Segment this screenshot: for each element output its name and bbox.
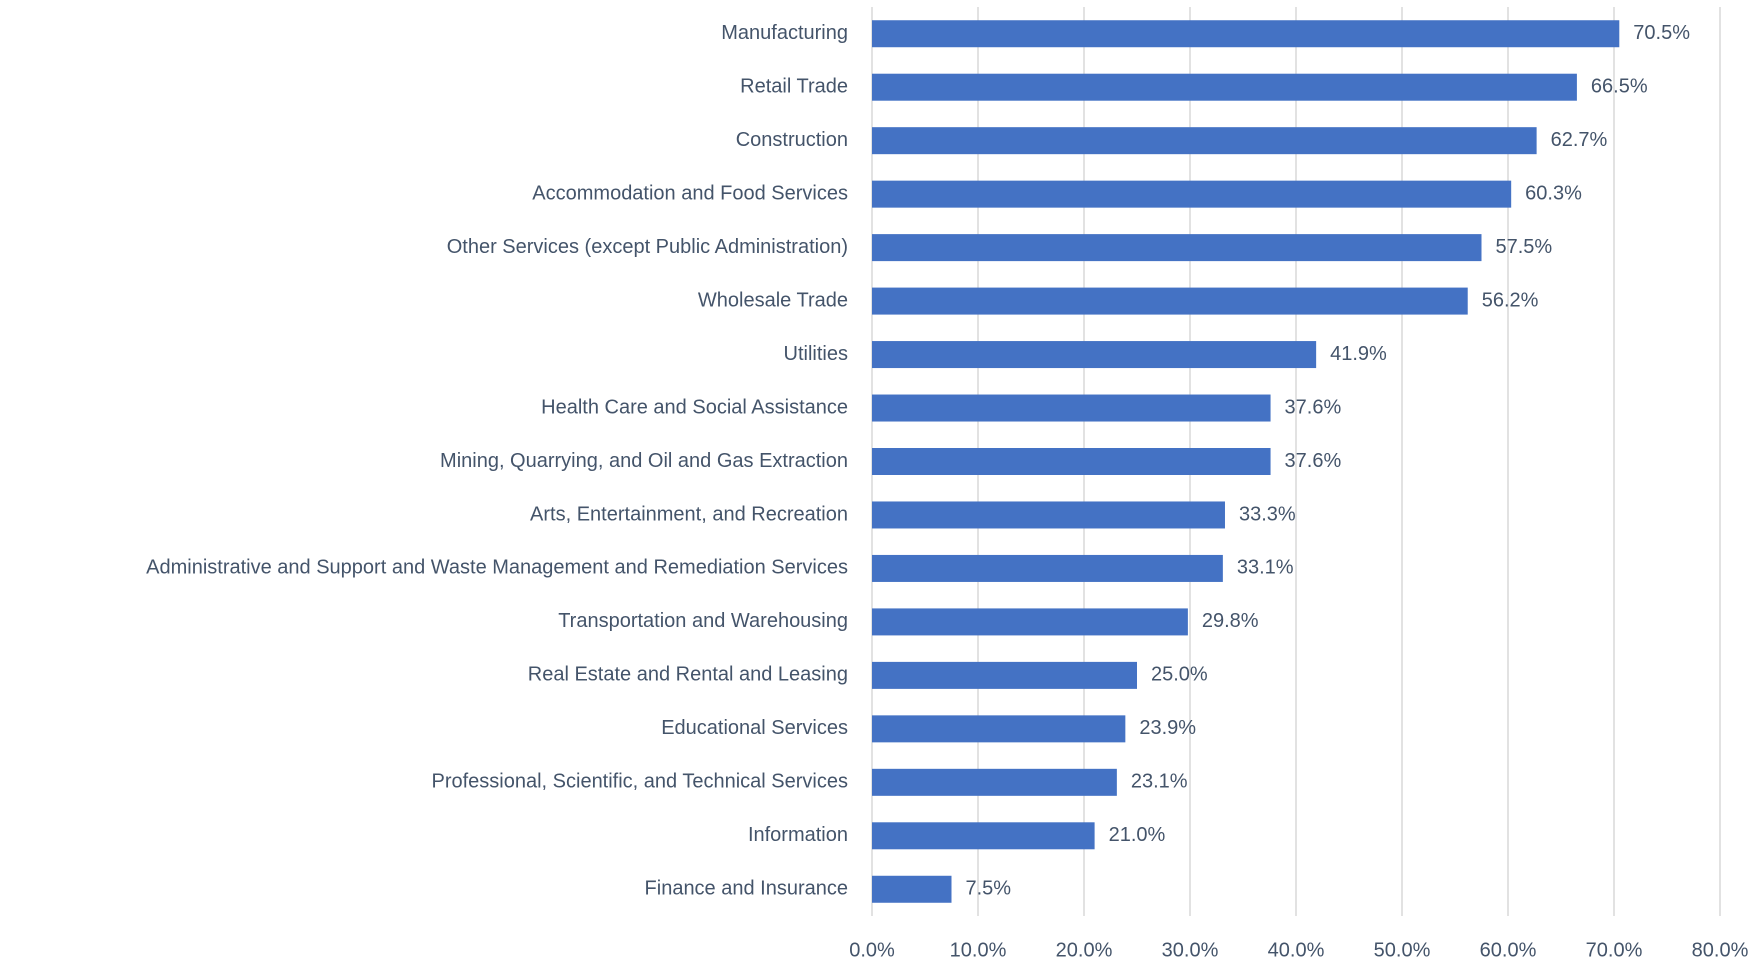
bar (872, 448, 1271, 475)
x-tick-label: 0.0% (849, 939, 895, 961)
data-label: 23.9% (1139, 717, 1196, 739)
y-tick-label: Transportation and Warehousing (558, 610, 848, 632)
data-label: 60.3% (1525, 182, 1582, 204)
data-label: 70.5% (1633, 22, 1690, 44)
y-tick-label: Manufacturing (721, 22, 848, 44)
y-tick-label: Finance and Insurance (645, 878, 848, 900)
bar (872, 768, 1117, 796)
y-tick-label: Accommodation and Food Services (532, 182, 848, 204)
x-tick-label: 20.0% (1056, 939, 1113, 961)
data-label: 41.9% (1330, 343, 1387, 365)
data-label: 57.5% (1496, 236, 1553, 258)
data-label: 25.0% (1151, 664, 1208, 686)
y-tick-label: Information (748, 824, 848, 846)
y-tick-label: Utilities (784, 343, 848, 365)
bar (872, 127, 1537, 155)
x-tick-label: 50.0% (1374, 939, 1431, 961)
bar (872, 394, 1271, 422)
data-label: 21.0% (1109, 824, 1166, 846)
y-tick-label: Professional, Scientific, and Technical … (431, 771, 848, 793)
bar (872, 554, 1223, 582)
bar (872, 180, 1512, 208)
bar (872, 20, 1620, 48)
data-label: 33.1% (1237, 557, 1294, 579)
y-tick-label: Real Estate and Rental and Leasing (528, 664, 848, 686)
data-label: 33.3% (1239, 503, 1296, 525)
x-tick-label: 60.0% (1480, 939, 1537, 961)
y-tick-label: Administrative and Support and Waste Man… (146, 557, 848, 579)
data-label: 66.5% (1591, 75, 1648, 97)
data-label: 7.5% (966, 878, 1012, 900)
data-label: 29.8% (1202, 610, 1259, 632)
bar (872, 73, 1577, 101)
y-tick-label: Retail Trade (740, 75, 848, 97)
x-tick-label: 10.0% (950, 939, 1007, 961)
y-tick-label: Mining, Quarrying, and Oil and Gas Extra… (440, 450, 848, 472)
data-label: 37.6% (1285, 450, 1342, 472)
bar (872, 875, 952, 903)
data-label: 37.6% (1285, 396, 1342, 418)
bar (872, 715, 1126, 743)
y-tick-label: Educational Services (661, 717, 848, 739)
bar (872, 608, 1188, 636)
y-tick-label: Wholesale Trade (698, 289, 848, 311)
x-tick-label: 40.0% (1268, 939, 1325, 961)
y-tick-label: Other Services (except Public Administra… (447, 236, 848, 258)
y-tick-label: Construction (736, 129, 848, 151)
x-tick-label: 30.0% (1162, 939, 1219, 961)
bar (872, 287, 1468, 315)
data-label: 23.1% (1131, 771, 1188, 793)
data-label: 62.7% (1551, 129, 1608, 151)
x-tick-label: 70.0% (1586, 939, 1643, 961)
y-tick-label: Health Care and Social Assistance (541, 396, 848, 418)
data-label: 56.2% (1482, 289, 1539, 311)
y-tick-label: Arts, Entertainment, and Recreation (530, 503, 848, 525)
bar (872, 501, 1225, 529)
bar (872, 341, 1317, 369)
bar (872, 234, 1482, 262)
x-tick-label: 80.0% (1692, 939, 1749, 961)
bar (872, 661, 1137, 689)
bar (872, 822, 1095, 850)
